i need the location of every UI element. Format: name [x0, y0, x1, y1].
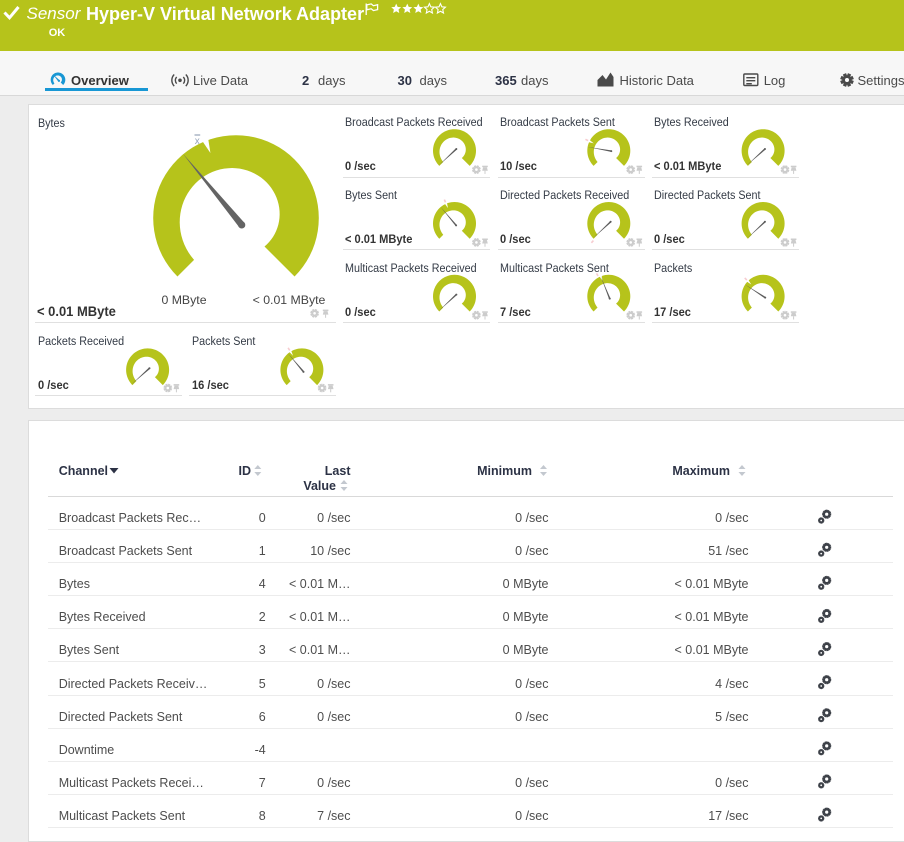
svg-text:x: x — [195, 136, 200, 147]
